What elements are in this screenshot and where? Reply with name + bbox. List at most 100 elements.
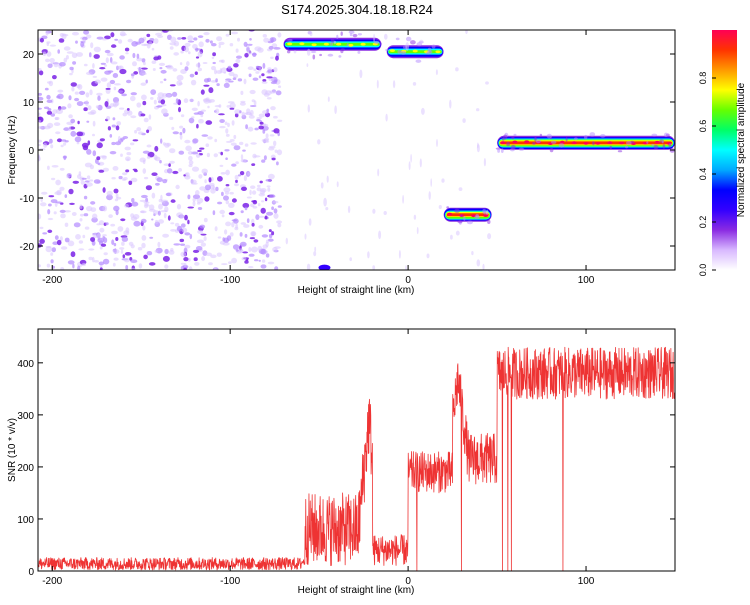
band-fringe (513, 133, 517, 137)
colorbar-label: Normalized spectral amplitude (736, 82, 747, 217)
x-tick-label: 0 (405, 576, 411, 587)
noise-blob (194, 48, 202, 51)
noise-blob (140, 113, 146, 117)
noise-blob (428, 191, 431, 200)
noise-blob (63, 127, 70, 131)
band-fringe (625, 145, 629, 149)
noise-blob (130, 92, 137, 96)
noise-blob (42, 51, 47, 57)
noise-blob (142, 150, 150, 154)
noise-blob (41, 35, 48, 40)
band-fringe (664, 132, 668, 138)
noise-blob (214, 138, 218, 143)
noise-blob (68, 114, 73, 119)
noise-blob (239, 232, 243, 237)
band-peak (512, 140, 518, 144)
noise-blob (130, 259, 138, 264)
noise-blob (146, 129, 150, 134)
noise-blob (385, 113, 388, 122)
noise-blob (214, 105, 221, 108)
noise-blob (131, 41, 138, 47)
noise-blob (258, 75, 262, 79)
noise-blob (169, 148, 176, 154)
noise-blob (207, 105, 210, 109)
band-fringe (426, 50, 433, 54)
noise-blob (167, 215, 171, 221)
noise-blob (201, 256, 206, 262)
noise-blob (112, 166, 119, 171)
noise-blob (57, 49, 60, 54)
noise-blob (231, 198, 237, 203)
noise-blob (320, 182, 324, 189)
noise-blob (218, 41, 225, 46)
noise-blob (136, 102, 142, 108)
noise-blob (49, 58, 55, 63)
noise-blob (81, 177, 87, 180)
noise-blob (223, 82, 230, 88)
band-fringe (592, 141, 595, 146)
band-fringe (487, 219, 491, 224)
noise-blob (48, 80, 54, 87)
noise-blob (243, 224, 250, 228)
noise-blob (47, 63, 53, 69)
noise-blob (271, 206, 274, 210)
noise-blob (186, 61, 190, 67)
noise-blob (212, 52, 217, 57)
noise-blob (111, 177, 116, 180)
band-fringe (600, 134, 606, 138)
noise-blob (144, 176, 149, 180)
noise-blob (264, 215, 268, 220)
noise-blob (185, 145, 192, 152)
noise-blob (64, 194, 68, 199)
band-fringe (284, 39, 291, 43)
noise-blob (170, 229, 177, 232)
noise-blob (39, 226, 44, 230)
noise-blob (211, 56, 215, 60)
noise-blob (197, 67, 202, 72)
noise-blob (118, 175, 123, 180)
noise-blob (119, 107, 125, 110)
noise-blob (197, 35, 204, 38)
noise-blob (239, 141, 244, 146)
noise-blob (270, 81, 278, 85)
noise-blob (180, 114, 185, 118)
noise-blob (266, 185, 271, 188)
noise-blob (141, 72, 147, 76)
noise-blob (197, 207, 203, 210)
noise-blob (249, 189, 252, 196)
noise-blob (221, 59, 225, 64)
noise-blob (239, 248, 244, 254)
noise-blob (67, 103, 72, 109)
noise-blob (96, 92, 103, 96)
noise-blob (83, 63, 88, 67)
noise-blob (74, 91, 79, 95)
band-fringe (327, 53, 334, 57)
noise-blob (98, 261, 105, 266)
band-fringe (506, 141, 510, 147)
noise-blob (244, 143, 249, 147)
noise-blob (59, 62, 66, 67)
band-fringe (415, 59, 422, 63)
noise-blob (225, 200, 229, 205)
band-fringe (495, 147, 502, 150)
noise-blob (405, 265, 407, 270)
noise-blob (220, 172, 226, 175)
noise-blob (183, 257, 189, 262)
band-peak (412, 49, 418, 53)
noise-blob (81, 142, 89, 148)
noise-blob (455, 67, 459, 72)
noise-blob (260, 264, 267, 269)
noise-blob (108, 214, 113, 219)
band-peak (500, 141, 506, 145)
x-tick-label: -200 (42, 576, 62, 587)
band-fringe (501, 137, 505, 141)
noise-blob (46, 263, 51, 268)
noise-blob (194, 262, 200, 266)
noise-blob (130, 213, 135, 218)
noise-blob (471, 251, 474, 256)
noise-blob (174, 222, 180, 227)
noise-blob (96, 233, 102, 239)
noise-blob (98, 169, 105, 173)
noise-blob (143, 117, 149, 123)
noise-blob (64, 222, 69, 227)
